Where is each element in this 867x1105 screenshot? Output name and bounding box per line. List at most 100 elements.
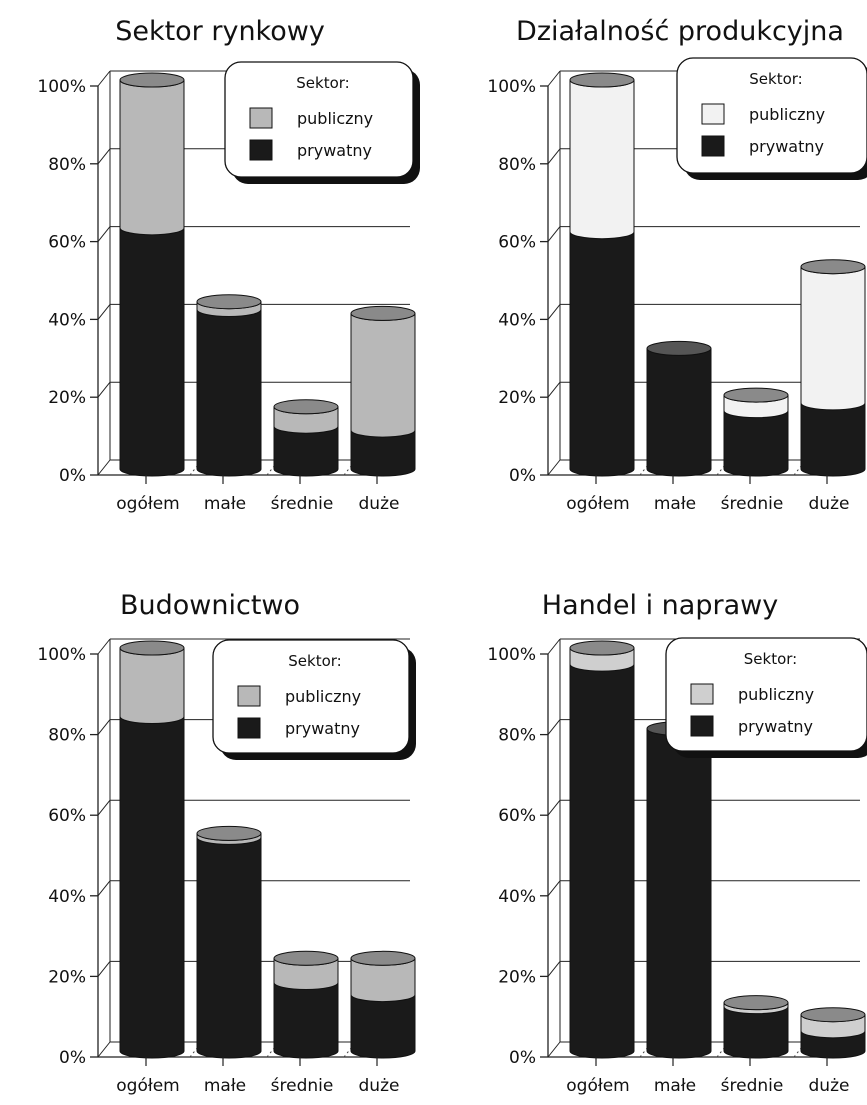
bar-top-cap <box>723 387 789 403</box>
legend: Sektor: publiczny prywatny <box>212 639 416 760</box>
wall-diagonal <box>97 148 111 165</box>
y-tick-label: 40% <box>498 310 536 330</box>
legend-label-publiczny: publiczny <box>297 109 373 128</box>
bar-top-cap <box>350 305 416 321</box>
x-tick-label: ogółem <box>566 1076 629 1096</box>
legend: Sektor: publiczny prywatny <box>224 61 420 184</box>
y-tick-label: 60% <box>498 806 536 826</box>
bar-top-cap <box>569 72 635 88</box>
bar-1 <box>196 825 262 1059</box>
legend: Sektor: publiczny prywatny <box>665 637 867 758</box>
y-tick-label: 80% <box>498 155 536 175</box>
x-tick-label: średnie <box>721 1076 784 1096</box>
chart-title: Handel i naprawy <box>542 590 778 621</box>
bar-top-cap <box>350 950 416 966</box>
x-tick-label: małe <box>204 1076 246 1096</box>
bar-top-cap <box>800 259 866 275</box>
y-tick-label: 0% <box>509 1048 536 1068</box>
bar-0 <box>119 640 185 1059</box>
x-tick-label: średnie <box>721 494 784 514</box>
wall-diagonal <box>97 799 111 816</box>
x-tick-label: ogółem <box>116 494 179 514</box>
legend-swatch-prywatny <box>701 135 725 157</box>
wall-diagonal <box>547 719 561 735</box>
x-tick-label: duże <box>359 1076 400 1096</box>
legend-label-prywatny: prywatny <box>738 717 813 736</box>
y-tick-label: 100% <box>37 645 86 665</box>
bar-top-cap <box>800 1007 866 1023</box>
wall-diagonal <box>97 381 111 398</box>
y-tick-label: 60% <box>48 806 86 826</box>
bar-segment-prywatny <box>723 410 789 477</box>
wall-diagonal <box>97 1041 111 1058</box>
bar-segment-prywatny <box>723 1006 789 1059</box>
chart-panel-2: Budownictwo 0% 20% 40% 60% 80% 100% ogółem małe ś… <box>37 590 416 1096</box>
y-tick-label: 20% <box>48 388 86 408</box>
bar-segment-prywatny <box>800 402 866 477</box>
bar-segment-prywatny <box>569 663 635 1059</box>
legend-box <box>676 57 867 174</box>
x-tick-label: ogółem <box>566 494 629 514</box>
bar-top-cap <box>119 640 185 656</box>
legend-label-prywatny: prywatny <box>749 137 824 156</box>
bar-segment-prywatny <box>196 837 262 1059</box>
x-tick-label: duże <box>359 494 400 514</box>
bar-top-cap <box>646 340 712 356</box>
legend-swatch-prywatny <box>690 715 714 737</box>
wall-diagonal <box>97 880 111 897</box>
bar-1 <box>646 721 712 1059</box>
x-tick-label: małe <box>654 1076 696 1096</box>
legend-box <box>665 637 867 752</box>
bar-2 <box>273 950 339 1059</box>
wall-diagonal <box>547 304 561 320</box>
x-tick-label: średnie <box>271 494 334 514</box>
wall-diagonal <box>547 638 561 655</box>
wall-diagonal <box>547 226 561 242</box>
bar-3 <box>800 259 866 477</box>
chart-title: Budownictwo <box>120 590 300 621</box>
y-tick-label: 40% <box>48 887 86 907</box>
bar-top-cap <box>273 950 339 966</box>
bar-0 <box>569 640 635 1059</box>
bar-top-cap <box>723 995 789 1011</box>
y-tick-label: 20% <box>498 388 536 408</box>
legend-swatch-publiczny <box>701 103 725 125</box>
bar-top-cap <box>196 825 262 841</box>
wall-diagonal <box>547 70 561 87</box>
wall-diagonal <box>97 459 111 476</box>
chart-panel-1: Działalność produkcyjna 0% 20% 40% 60% 80% 100… <box>487 16 867 514</box>
bar-segment-publiczny <box>800 266 866 411</box>
bar-segment-publiczny <box>119 647 185 725</box>
bar-segment-prywatny <box>196 309 262 477</box>
legend-title: Sektor: <box>744 650 797 668</box>
legend-swatch-prywatny <box>237 717 261 739</box>
bar-segment-prywatny <box>119 716 185 1059</box>
x-tick-label: duże <box>809 494 850 514</box>
bar-top-cap <box>119 72 185 88</box>
bar-2 <box>273 399 339 477</box>
y-tick-label: 20% <box>48 967 86 987</box>
y-tick-label: 40% <box>48 310 86 330</box>
wall-diagonal <box>547 961 561 977</box>
legend-label-prywatny: prywatny <box>297 141 372 160</box>
bar-segment-prywatny <box>646 728 712 1059</box>
wall-diagonal <box>547 459 561 476</box>
bar-segment-publiczny <box>119 79 185 236</box>
x-tick-label: małe <box>654 494 696 514</box>
wall-diagonal <box>97 226 111 242</box>
bar-top-cap <box>569 640 635 656</box>
bar-segment-prywatny <box>646 348 712 477</box>
wall-diagonal <box>547 880 561 897</box>
wall-diagonal <box>547 381 561 398</box>
bar-1 <box>646 340 712 477</box>
bar-top-cap <box>273 399 339 415</box>
bar-3 <box>800 1007 866 1059</box>
wall-diagonal <box>97 961 111 977</box>
bar-segment-prywatny <box>350 994 416 1059</box>
legend-label-publiczny: publiczny <box>285 687 361 706</box>
legend-title: Sektor: <box>288 652 341 670</box>
legend-label-prywatny: prywatny <box>285 719 360 738</box>
legend-label-publiczny: publiczny <box>738 685 814 704</box>
